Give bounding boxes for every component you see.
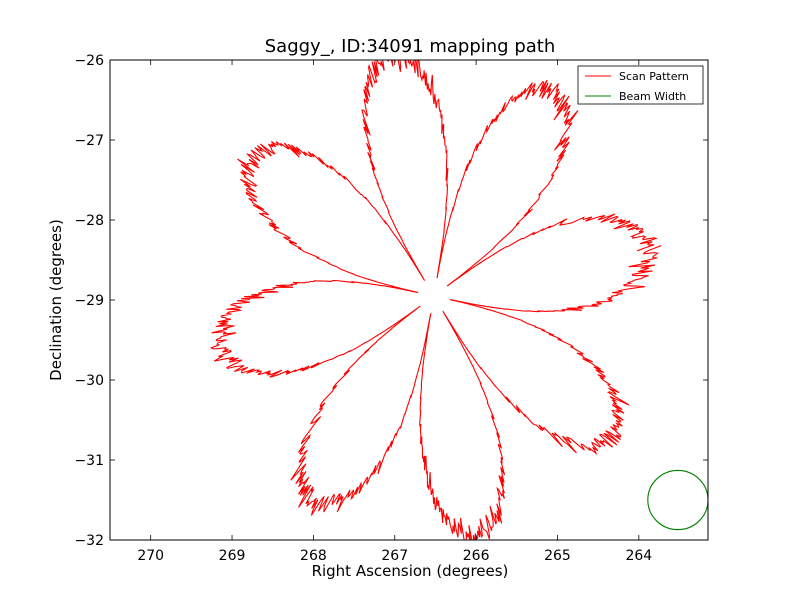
legend-box — [577, 65, 704, 105]
x-tick-label: 265 — [544, 548, 571, 564]
x-axis-label: Right Ascension (degrees) — [312, 562, 509, 580]
legend-label-scan-pattern: Scan Pattern — [619, 70, 689, 83]
y-tick-label: −27 — [74, 133, 104, 149]
y-tick-label: −29 — [74, 293, 104, 309]
x-tick-label: 268 — [300, 548, 327, 564]
x-tick-label: 270 — [137, 548, 164, 564]
y-tick-label: −28 — [74, 213, 104, 229]
x-tick-label: 269 — [219, 548, 246, 564]
x-tick-label: 264 — [625, 548, 652, 564]
beam-width-circle — [647, 469, 708, 531]
chart-title: Saggy_, ID:34091 mapping path — [265, 36, 556, 57]
y-tick-label: −26 — [74, 53, 104, 69]
legend: Scan Pattern Beam Width — [577, 65, 704, 105]
y-tick-label: −31 — [74, 453, 104, 469]
x-tick-label: 267 — [381, 548, 408, 564]
x-tick-label: 266 — [463, 548, 490, 564]
y-tick-label: −30 — [74, 373, 104, 389]
y-tick-label: −32 — [74, 533, 104, 549]
y-axis-label: Declination (degrees) — [47, 219, 65, 381]
legend-label-beam-width: Beam Width — [619, 90, 686, 103]
scan-pattern-line — [210, 60, 662, 540]
